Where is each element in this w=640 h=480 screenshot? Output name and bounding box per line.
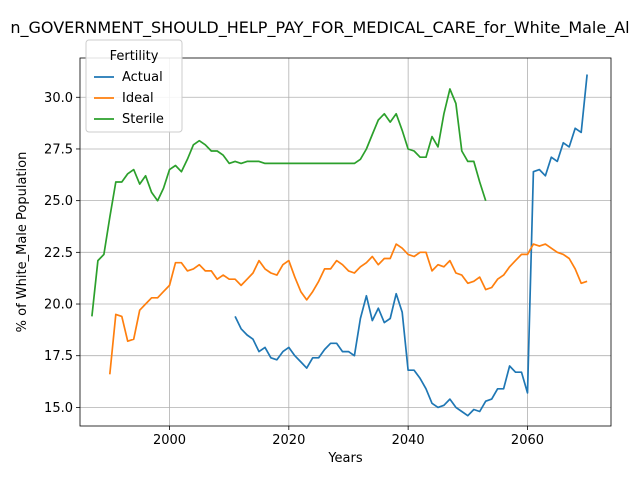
x-axis-ticks: 2000 2020 2040 2060 [153, 426, 544, 448]
series-line-ideal [108, 243, 588, 375]
x-tick-label: 2020 [272, 433, 305, 448]
y-tick-label: 22.5 [44, 246, 73, 261]
chart-title: n_GOVERNMENT_SHOULD_HELP_PAY_FOR_MEDICAL… [10, 18, 629, 38]
y-tick-label: 30.0 [44, 91, 73, 106]
series-line-actual [234, 74, 588, 417]
y-axis-ticks: 15.0 17.5 20.0 22.5 25.0 27.5 30.0 [44, 91, 80, 416]
legend-title: Fertility [110, 49, 159, 64]
y-tick-label: 15.0 [44, 401, 73, 416]
series-lines [91, 74, 588, 417]
x-axis-label: Years [327, 451, 363, 466]
x-tick-label: 2000 [153, 433, 186, 448]
x-tick-label: 2060 [511, 433, 544, 448]
legend: Fertility Actual Ideal Sterile [85, 39, 183, 133]
x-tick-label: 2040 [392, 433, 425, 448]
y-tick-label: 27.5 [44, 142, 73, 157]
legend-entry: Ideal [122, 91, 154, 106]
grid-lines [80, 58, 611, 426]
plot-frame [79, 57, 612, 427]
legend-box [85, 39, 183, 133]
y-tick-label: 20.0 [44, 298, 73, 313]
y-axis-label: % of White_Male Population [15, 152, 30, 333]
series-line-sterile [91, 88, 487, 317]
y-tick-label: 17.5 [44, 349, 73, 364]
y-tick-label: 25.0 [44, 194, 73, 209]
legend-entry: Actual [122, 70, 163, 85]
legend-entry: Sterile [122, 112, 164, 127]
